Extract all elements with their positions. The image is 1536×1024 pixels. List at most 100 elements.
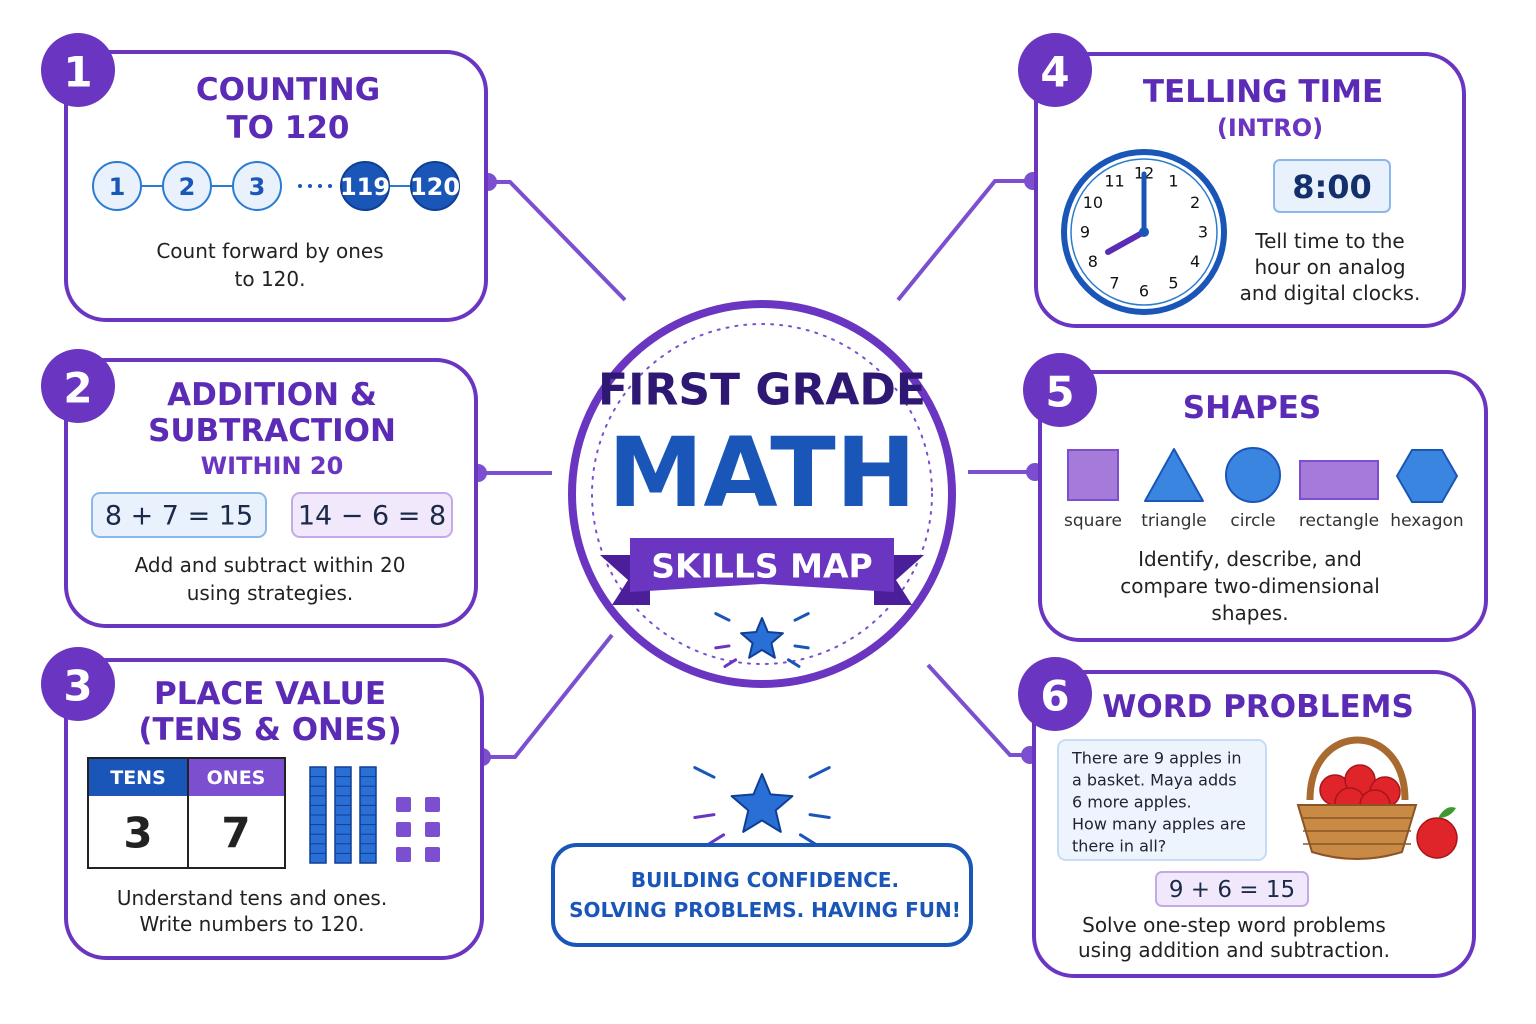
problem-box (1057, 739, 1267, 861)
footer-box (551, 843, 973, 947)
ellipsis-dot (328, 184, 332, 188)
table-header (188, 758, 285, 796)
badge (41, 33, 115, 107)
seq-circle (232, 161, 282, 211)
clock-rim (1070, 158, 1218, 306)
clock-center (1139, 227, 1149, 237)
clock-number: 4 (1190, 252, 1200, 271)
clock-number: 9 (1080, 223, 1090, 242)
card-title: SHAPES (1183, 390, 1322, 426)
sparkle (706, 833, 726, 846)
seq-number: 2 (179, 173, 196, 201)
description: compare two-dimensional (1120, 574, 1380, 598)
sparkle (798, 833, 818, 846)
card-title: ADDITION & (167, 377, 377, 413)
seq-number: 120 (410, 173, 460, 201)
description: shapes. (1211, 601, 1288, 625)
center-dotted (591, 323, 933, 665)
one-cube (396, 797, 411, 812)
clock-number: 6 (1139, 282, 1149, 301)
sparkle (714, 644, 731, 650)
card-title: (INTRO) (1217, 114, 1323, 142)
square (1067, 449, 1119, 501)
shape-label: square (1064, 511, 1122, 531)
clock-number: 11 (1104, 171, 1124, 190)
sparkle (786, 658, 801, 668)
badge-number: 5 (1045, 368, 1074, 417)
digital-box (1273, 159, 1391, 213)
equation-box (1155, 871, 1309, 907)
connector (488, 180, 627, 302)
badge-number: 6 (1040, 672, 1069, 721)
triangle (1144, 448, 1204, 502)
circle (1225, 447, 1281, 503)
seq-circle (162, 161, 212, 211)
one-cube (425, 822, 440, 837)
description: using addition and subtraction. (1078, 938, 1390, 962)
card-subtitle: WITHIN 20 (201, 452, 344, 480)
description: Solve one-step word problems (1082, 913, 1386, 937)
problem-text: there in all? (1072, 837, 1166, 856)
description: Write numbers to 120. (140, 912, 365, 936)
clock-number: 1 (1168, 171, 1178, 190)
equation: 9 + 6 = 15 (1169, 877, 1295, 903)
problem-text: a basket. Maya adds (1072, 771, 1237, 790)
seq-circle (410, 161, 460, 211)
sparkle (693, 813, 716, 820)
badge (41, 647, 115, 721)
seq-circle (340, 161, 390, 211)
problem-text: How many apples are (1072, 815, 1246, 834)
connector (926, 663, 1030, 757)
card-title: PLACE VALUE (154, 676, 386, 712)
card-title: TO 120 (226, 110, 349, 146)
apple-leaf (1438, 807, 1456, 818)
apple (1416, 817, 1458, 859)
equation: 8 + 7 = 15 (105, 501, 253, 532)
table-value: 3 (123, 809, 152, 858)
clock-number: 8 (1088, 252, 1098, 271)
equation-box (291, 492, 453, 538)
rectangle (1299, 460, 1379, 500)
badge-number: 1 (63, 48, 92, 97)
card (64, 658, 484, 960)
ribbon (630, 538, 894, 592)
one-cube (425, 847, 440, 862)
description: Identify, describe, and (1138, 547, 1362, 571)
footer-text: SOLVING PROBLEMS. HAVING FUN! (569, 898, 961, 922)
description: Understand tens and ones. (117, 886, 387, 910)
sparkle (808, 766, 831, 779)
table-value: 7 (221, 809, 250, 858)
hexagon (1395, 449, 1459, 503)
one-cube (425, 797, 440, 812)
footer-text: BUILDING CONFIDENCE. (631, 868, 899, 892)
badge-number: 4 (1040, 48, 1069, 97)
basket (1296, 804, 1418, 860)
ellipsis-dot (308, 184, 312, 188)
clock-number: 7 (1109, 274, 1119, 293)
problem-text: 6 more apples. (1072, 793, 1192, 812)
card-title: (TENS & ONES) (138, 712, 401, 748)
seq-number: 119 (340, 173, 390, 201)
sparkle (793, 612, 810, 622)
problem-text: There are 9 apples in (1071, 749, 1242, 768)
basket-handle (1306, 736, 1409, 801)
hour-hand (1105, 229, 1147, 255)
description: using strategies. (187, 581, 354, 605)
star (740, 617, 784, 659)
badge (1023, 353, 1097, 427)
seq-number: 3 (249, 173, 266, 201)
sparkle (808, 813, 831, 820)
badge (1018, 657, 1092, 731)
badge-number: 3 (63, 662, 92, 711)
badge-number: 2 (63, 364, 92, 413)
sparkle (723, 658, 738, 668)
clock-number: 10 (1083, 193, 1103, 212)
center-math: MATH (608, 417, 916, 529)
description: hour on analog (1254, 255, 1405, 279)
badge (41, 349, 115, 423)
card (1038, 370, 1488, 642)
ellipsis-dot (298, 184, 302, 188)
card-title: TELLING TIME (1143, 74, 1383, 110)
description: to 120. (235, 267, 306, 291)
description: Add and subtract within 20 (135, 553, 406, 577)
